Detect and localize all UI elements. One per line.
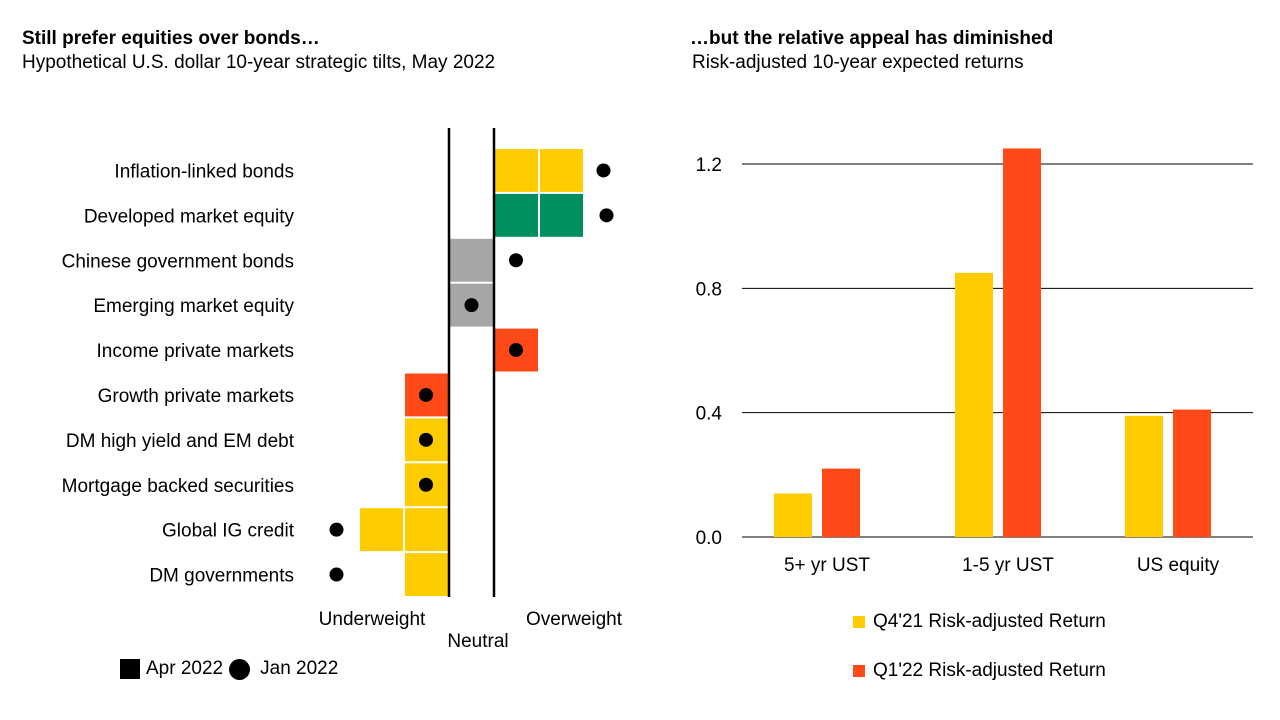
category-label-global-ig-credit: Global IG credit xyxy=(162,521,295,542)
square-marker-icon xyxy=(120,659,140,679)
bar-1-5-yr-ust-q1-22 xyxy=(1003,148,1041,538)
legend-item-q1: Q1'22 Risk-adjusted Return xyxy=(853,660,1106,682)
y-tick-label-0-0: 0.0 xyxy=(696,528,722,549)
legend-q1-label: Q1'22 Risk-adjusted Return xyxy=(873,660,1106,681)
x-tick-label-us-equity: US equity xyxy=(1137,555,1220,576)
bar-5-yr-ust-q1-22 xyxy=(822,468,860,537)
bar-1-5-yr-ust-q4-21 xyxy=(955,272,993,537)
jan-2022-dot-dm-high-yield-and-em-debt xyxy=(419,432,433,447)
tilt-legend: Apr 2022 Jan 2022 xyxy=(120,656,338,682)
category-label-chinese-government-bonds: Chinese government bonds xyxy=(62,251,294,272)
category-label-developed-market-equity: Developed market equity xyxy=(84,206,295,227)
jan-2022-dot-mortgage-backed-securities xyxy=(419,477,433,492)
tilt-bar-dm-governments xyxy=(405,553,448,596)
tilt-bar-inflation-linked-bonds-1 xyxy=(495,149,538,192)
dot-marker-icon xyxy=(229,658,251,680)
category-label-mortgage-backed-securities: Mortgage backed securities xyxy=(62,476,294,497)
category-label-income-private-markets: Income private markets xyxy=(97,341,294,362)
overweight-label: Overweight xyxy=(526,609,623,630)
right-chart-subtitle: Risk-adjusted 10-year expected returns xyxy=(692,52,1024,73)
underweight-label: Underweight xyxy=(319,609,426,630)
left-chart-subtitle: Hypothetical U.S. dollar 10-year strateg… xyxy=(22,52,496,73)
bar-us-equity-q1-22 xyxy=(1173,409,1211,537)
y-tick-label-1-2: 1.2 xyxy=(696,155,722,176)
strategic-tilts-chart: Inflation-linked bonds Developed market e… xyxy=(62,128,623,652)
jan-2022-dot-inflation-linked-bonds xyxy=(596,163,611,178)
tilt-bar-inflation-linked-bonds-2 xyxy=(540,149,583,192)
jan-2022-dot-growth-private-markets xyxy=(419,387,433,402)
tilt-bar-global-ig-credit-2 xyxy=(360,508,403,552)
left-chart-title: Still prefer equities over bonds… xyxy=(22,28,320,49)
legend-q4-label: Q4'21 Risk-adjusted Return xyxy=(873,611,1106,632)
tilt-bar-developed-market-equity-1 xyxy=(495,193,538,237)
legend-apr-label: Apr 2022 xyxy=(146,658,224,679)
category-label-inflation-linked-bonds: Inflation-linked bonds xyxy=(114,161,294,182)
legend-swatch-q4 xyxy=(853,616,865,628)
neutral-label: Neutral xyxy=(447,631,508,652)
jan-2022-dot-developed-market-equity xyxy=(599,208,614,223)
jan-2022-dot-global-ig-credit xyxy=(329,522,344,537)
tilt-bar-developed-market-equity-2 xyxy=(540,193,583,237)
jan-2022-dot-income-private-markets xyxy=(509,343,523,358)
right-chart-title: …but the relative appeal has diminished xyxy=(690,28,1054,49)
x-tick-label-1-5-yr-ust: 1-5 yr UST xyxy=(962,555,1054,576)
tilt-bar-chinese-government-bonds xyxy=(450,238,493,282)
jan-2022-dot-dm-governments xyxy=(329,567,344,582)
y-tick-label-0-8: 0.8 xyxy=(696,279,722,300)
bar-us-equity-q4-21 xyxy=(1125,415,1163,537)
legend-item-q4: Q4'21 Risk-adjusted Return xyxy=(853,611,1106,633)
bar-5-yr-ust-q4-21 xyxy=(774,493,812,537)
y-tick-label-0-4: 0.4 xyxy=(696,404,723,425)
legend-jan-label: Jan 2022 xyxy=(260,658,339,679)
tilt-bar-global-ig-credit-1 xyxy=(405,508,448,552)
x-tick-label-5-yr-ust: 5+ yr UST xyxy=(784,555,870,576)
category-label-emerging-market-equity: Emerging market equity xyxy=(93,296,294,317)
category-label-dm-high-yield-and-em-debt: DM high yield and EM debt xyxy=(66,431,295,452)
category-label-growth-private-markets: Growth private markets xyxy=(98,386,294,407)
jan-2022-dot-chinese-government-bonds xyxy=(509,253,523,268)
category-label-dm-governments: DM governments xyxy=(149,566,294,587)
legend-swatch-q1 xyxy=(853,665,865,677)
jan-2022-dot-emerging-market-equity xyxy=(464,298,479,313)
